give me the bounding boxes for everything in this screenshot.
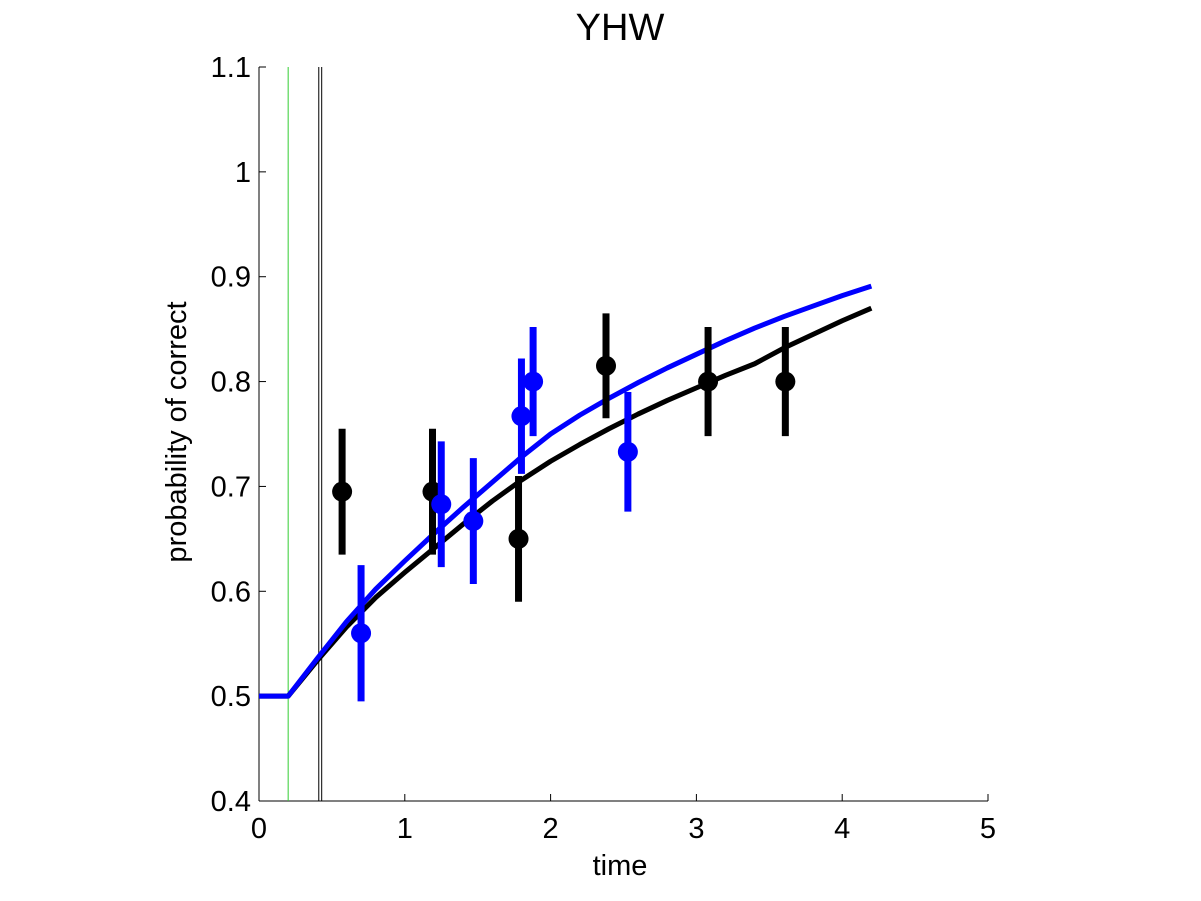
x-tick-label: 2 (543, 813, 559, 845)
x-tick-label: 3 (688, 813, 704, 845)
x-axis-label: time (593, 850, 648, 882)
y-tick-label: 0.4 (211, 786, 251, 818)
data-point (351, 623, 372, 644)
data-point (508, 528, 529, 549)
data-point (523, 371, 544, 392)
x-tick-label: 4 (834, 813, 850, 845)
data-point (596, 355, 617, 376)
y-tick-label: 0.8 (211, 367, 251, 399)
data-point (617, 441, 638, 462)
x-tick-label: 5 (980, 813, 996, 845)
y-tick-label: 0.5 (211, 681, 251, 713)
data-points (332, 313, 796, 702)
axes: 0 1 2 3 4 5 0.4 0.5 0.6 0.7 0.8 0.9 1 1.1 (211, 52, 996, 845)
y-tick-label: 0.9 (211, 262, 251, 294)
y-tick-label: 1 (235, 157, 251, 189)
data-point (775, 371, 796, 392)
data-point (463, 511, 484, 532)
y-axis-label: probability of correct (161, 301, 193, 562)
x-tick-label: 0 (251, 813, 267, 845)
vertical-markers (287, 67, 323, 801)
y-tick-label: 0.7 (211, 471, 251, 503)
data-point (511, 406, 532, 427)
chart-title: YHW (576, 7, 665, 49)
y-tick-label: 0.6 (211, 576, 251, 608)
y-tick-label: 1.1 (211, 52, 251, 84)
data-point (698, 371, 719, 392)
data-point (431, 494, 452, 515)
data-point (332, 481, 353, 502)
x-tick-label: 1 (397, 813, 413, 845)
